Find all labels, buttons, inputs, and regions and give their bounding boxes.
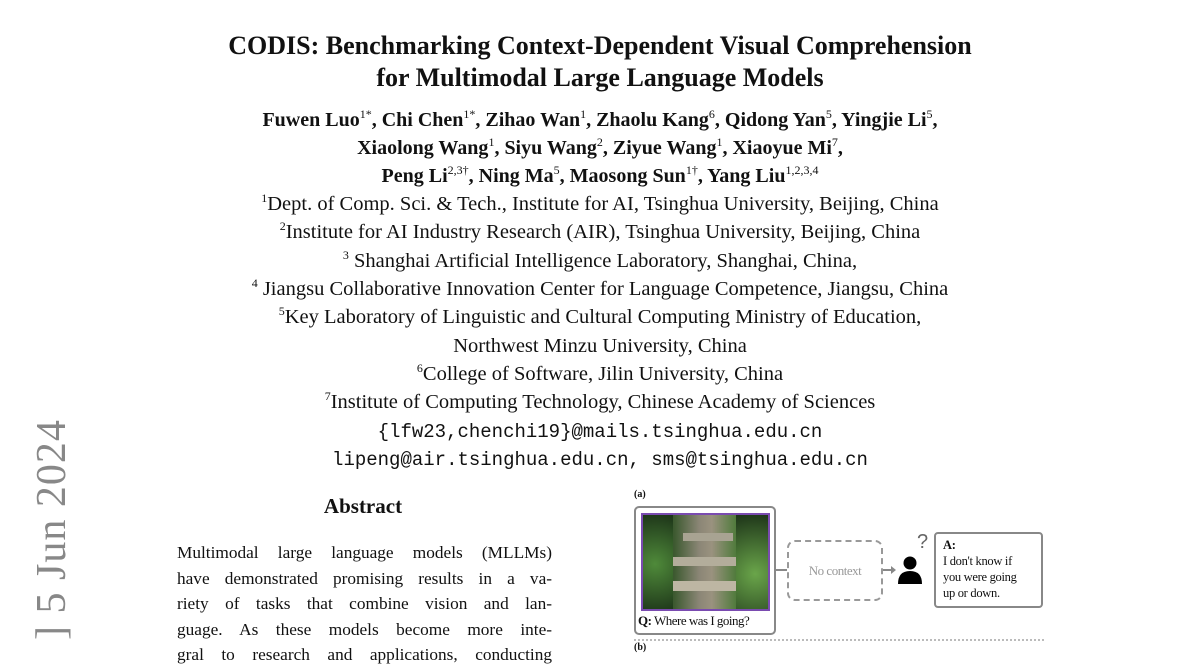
author-affiliation-marker: 6 bbox=[708, 107, 715, 121]
author-affiliation-marker: 1* bbox=[463, 107, 476, 121]
email-line-2: lipeng@air.tsinghua.edu.cn, sms@tsinghua… bbox=[332, 449, 868, 471]
author-affiliation-marker: 1 bbox=[488, 135, 495, 149]
figure-label-a: (a) bbox=[634, 489, 646, 500]
affiliation-text: Dept. of Comp. Sci. & Tech., Institute f… bbox=[267, 193, 939, 215]
author-name: Zhaolu Kang bbox=[596, 109, 709, 131]
author-name: Qidong Yan bbox=[724, 109, 826, 131]
affiliation-line: 4 Jiangsu Collaborative Innovation Cente… bbox=[0, 275, 1200, 301]
affiliation-marker: 2 bbox=[279, 219, 286, 234]
affiliation-line: 2Institute for AI Industry Research (AIR… bbox=[0, 219, 1200, 244]
author-name: Zihao Wan bbox=[485, 109, 581, 131]
author-affiliation-marker: 1,2,3,4 bbox=[785, 163, 819, 177]
author-affiliation-marker: 7 bbox=[831, 135, 838, 149]
affiliation-marker: 5 bbox=[278, 304, 285, 319]
author-name: Chi Chen bbox=[381, 109, 464, 131]
stairs-photo bbox=[641, 513, 770, 611]
affiliation-line: 6College of Software, Jilin University, … bbox=[0, 360, 1200, 386]
panel-separator bbox=[634, 639, 1044, 641]
affiliation-text: Institute of Computing Technology, Chine… bbox=[330, 391, 876, 414]
author-name: Xiaoyue Mi bbox=[732, 137, 832, 159]
question-text: Q: Where was I going? bbox=[638, 613, 750, 628]
author-name: Ning Ma bbox=[478, 165, 554, 187]
affiliation-text: College of Software, Jilin University, C… bbox=[422, 362, 784, 385]
author-name: Yingjie Li bbox=[841, 109, 927, 131]
affiliation-line: 7Institute of Computing Technology, Chin… bbox=[0, 389, 1200, 414]
no-context-box: No context bbox=[787, 540, 883, 601]
author-affiliation-marker: 2,3† bbox=[447, 163, 469, 177]
author-name: Fuwen Luo bbox=[262, 109, 360, 131]
abstract-heading: Abstract bbox=[323, 494, 403, 518]
author-affiliation-marker: 1* bbox=[359, 107, 372, 121]
answer-line: up or down. bbox=[943, 586, 1000, 600]
abstract-body: Multimodal large language models (MLLMs)… bbox=[177, 540, 552, 668]
affiliation-text: Key Laboratory of Linguistic and Cultura… bbox=[284, 306, 922, 329]
affiliation-text: Shanghai Artificial Intelligence Laborat… bbox=[348, 249, 858, 272]
affiliation-line: 1Dept. of Comp. Sci. & Tech., Institute … bbox=[0, 191, 1200, 216]
author-name: Maosong Sun bbox=[569, 165, 686, 187]
abstract-line: Multimodal large language models (MLLMs) bbox=[177, 543, 552, 562]
abstract-line: riety of tasks that combine vision and l… bbox=[177, 594, 552, 614]
email-line-1: {lfw23,chenchi19}@mails.tsinghua.edu.cn bbox=[377, 421, 823, 443]
paper-title-line-2: for Multimodal Large Language Models bbox=[376, 63, 824, 92]
author-line: Peng Li2,3†, Ning Ma5, Maosong Sun1†, Ya… bbox=[381, 163, 819, 187]
author-affiliation-marker: 1 bbox=[716, 135, 723, 149]
author-name: Xiaolong Wang bbox=[357, 137, 489, 159]
affiliation-text: Institute for AI Industry Research (AIR)… bbox=[285, 221, 921, 244]
arrow-right-icon bbox=[883, 566, 896, 574]
affiliation-marker: 1 bbox=[261, 191, 268, 205]
abstract-line: have demonstrated promising results in a… bbox=[177, 568, 552, 588]
abstract-line: gral to research and applications, condu… bbox=[177, 645, 552, 665]
author-affiliation-marker: 1† bbox=[685, 163, 698, 177]
abstract-line: guage. As these models become more inte- bbox=[177, 619, 552, 639]
person-icon bbox=[898, 556, 922, 584]
author-line: Fuwen Luo1*, Chi Chen1*, Zihao Wan1, Zha… bbox=[262, 107, 938, 131]
affiliation-line: 5Key Laboratory of Linguistic and Cultur… bbox=[0, 304, 1200, 329]
author-affiliation-marker: 5 bbox=[553, 163, 560, 177]
author-name: Yang Liu bbox=[707, 165, 786, 187]
affiliation-line: Northwest Minzu University, China bbox=[0, 335, 1200, 358]
author-line: Xiaolong Wang1, Siyu Wang2, Ziyue Wang1,… bbox=[357, 135, 843, 159]
affiliation-text: Jiangsu Collaborative Innovation Center … bbox=[257, 277, 949, 300]
author-name: Siyu Wang bbox=[504, 137, 597, 159]
author-affiliation-marker: 5 bbox=[926, 107, 933, 121]
answer-line: I don't know if bbox=[943, 554, 1012, 568]
paper-title-line-1: CODIS: Benchmarking Context-Dependent Vi… bbox=[228, 31, 972, 60]
connector-line bbox=[776, 569, 787, 571]
answer-line: you were going bbox=[943, 570, 1017, 584]
question-mark-icon: ? bbox=[917, 531, 929, 553]
affiliation-marker: 6 bbox=[416, 360, 423, 375]
answer-prefix: A: bbox=[943, 538, 956, 552]
question-card: Q: Where was I going? bbox=[634, 506, 776, 635]
affiliation-marker: 4 bbox=[251, 275, 258, 290]
affiliation-line: 3 Shanghai Artificial Intelligence Labor… bbox=[0, 247, 1200, 273]
author-name: Peng Li bbox=[381, 165, 448, 187]
affiliation-text: Northwest Minzu University, China bbox=[453, 334, 747, 357]
author-affiliation-marker: 1 bbox=[580, 107, 587, 121]
affiliation-marker: 7 bbox=[324, 389, 331, 404]
answer-card: A: I don't know if you were going up or … bbox=[934, 532, 1043, 608]
author-affiliation-marker: 2 bbox=[596, 135, 603, 149]
affiliation-marker: 3 bbox=[342, 247, 349, 262]
author-name: Ziyue Wang bbox=[612, 137, 717, 159]
author-affiliation-marker: 5 bbox=[825, 107, 832, 121]
